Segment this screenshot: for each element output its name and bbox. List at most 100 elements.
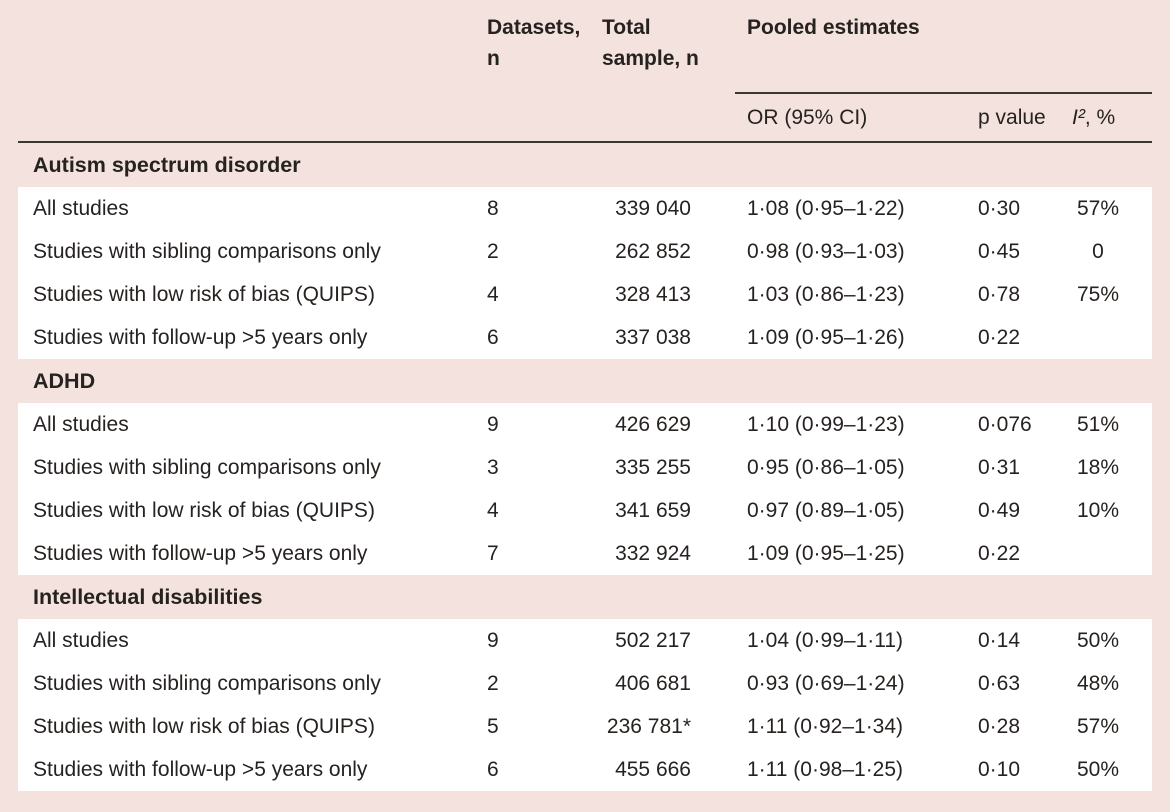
cell-total-sample: 262 852 xyxy=(615,240,691,263)
cell-total-sample: 328 413 xyxy=(615,283,691,306)
cell-p-value: 0·63 xyxy=(978,672,1021,695)
table-header: Datasets, n Total sample, n Pooled estim… xyxy=(18,0,1152,143)
cell-label: All studies xyxy=(33,629,129,652)
cell-i-squared: 57% xyxy=(1076,715,1120,738)
cell-datasets: 4 xyxy=(487,283,499,306)
cell-p-value: 0·28 xyxy=(978,715,1021,738)
cell-or-ci: 0·98 (0·93–1·03) xyxy=(747,240,905,263)
pooled-estimates-rule xyxy=(735,92,1152,94)
table-row: All studies 9 426 629 1·10 (0·99–1·23) 0… xyxy=(18,403,1152,446)
table-row: Studies with sibling comparisons only 3 … xyxy=(18,446,1152,489)
cell-label: Studies with follow-up >5 years only xyxy=(33,542,368,565)
table-row: Studies with low risk of bias (QUIPS) 4 … xyxy=(18,489,1152,532)
cell-label: Studies with low risk of bias (QUIPS) xyxy=(33,499,375,522)
cell-i-squared: 18% xyxy=(1076,456,1120,479)
cell-i-squared: 48% xyxy=(1076,672,1120,695)
cell-or-ci: 1·11 (0·92–1·34) xyxy=(747,715,904,738)
cell-or-ci: 1·03 (0·86–1·23) xyxy=(747,283,905,306)
cell-i-squared: 50% xyxy=(1076,758,1120,781)
table-row: Studies with sibling comparisons only 2 … xyxy=(18,230,1152,273)
cell-p-value: 0·30 xyxy=(978,197,1021,220)
cell-total-sample: 337 038 xyxy=(615,326,691,349)
cell-or-ci: 0·95 (0·86–1·05) xyxy=(747,456,905,479)
cell-datasets: 2 xyxy=(487,672,499,695)
cell-datasets: 6 xyxy=(487,758,499,781)
cell-total-sample: 502 217 xyxy=(615,629,691,652)
i-squared-symbol: I² xyxy=(1072,106,1085,129)
table-row: All studies 9 502 217 1·04 (0·99–1·11) 0… xyxy=(18,619,1152,662)
cell-or-ci: 0·93 (0·69–1·24) xyxy=(747,672,905,695)
cell-total-sample: 332 924 xyxy=(615,542,691,565)
cell-label: Studies with sibling comparisons only xyxy=(33,240,381,263)
table-row: Studies with follow-up >5 years only 6 4… xyxy=(18,748,1152,791)
cell-p-value: 0·22 xyxy=(978,326,1021,349)
cell-or-ci: 1·09 (0·95–1·26) xyxy=(747,326,905,349)
cell-label: All studies xyxy=(33,197,129,220)
cell-datasets: 9 xyxy=(487,629,499,652)
cell-i-squared: 51% xyxy=(1076,413,1120,436)
table-row: Studies with follow-up >5 years only 7 3… xyxy=(18,532,1152,575)
cell-total-sample: 426 629 xyxy=(615,413,691,436)
table-row: All studies 8 339 040 1·08 (0·95–1·22) 0… xyxy=(18,187,1152,230)
cell-datasets: 8 xyxy=(487,197,499,220)
cell-total-sample: 341 659 xyxy=(615,499,691,522)
cell-p-value: 0·31 xyxy=(978,456,1021,479)
cell-i-squared: 75% xyxy=(1076,283,1120,306)
column-header-pooled-estimates: Pooled estimates xyxy=(747,16,920,39)
cell-total-sample: 455 666 xyxy=(615,758,691,781)
cell-i-squared: 57% xyxy=(1076,197,1120,220)
cell-label: Studies with low risk of bias (QUIPS) xyxy=(33,715,375,738)
cell-i-squared xyxy=(1018,532,1152,575)
column-header-total-sample: Total sample, n xyxy=(602,16,699,70)
cell-p-value: 0·14 xyxy=(978,629,1021,652)
cell-label: Studies with low risk of bias (QUIPS) xyxy=(33,283,375,306)
cell-label: All studies xyxy=(33,413,129,436)
cell-p-value: 0·45 xyxy=(978,240,1021,263)
i-squared-unit: , % xyxy=(1084,106,1116,129)
cell-or-ci: 1·11 (0·98–1·25) xyxy=(747,758,904,781)
table-row: Studies with sibling comparisons only 2 … xyxy=(18,662,1152,705)
cell-total-sample: 236 781* xyxy=(606,715,691,738)
cell-p-value: 0·49 xyxy=(978,499,1021,522)
cell-p-value: 0·10 xyxy=(978,758,1021,781)
cell-p-value: 0·22 xyxy=(978,542,1021,565)
cell-or-ci: 1·10 (0·99–1·23) xyxy=(747,413,905,436)
section-title-autism: Autism spectrum disorder xyxy=(33,153,301,177)
cell-total-sample: 406 681 xyxy=(615,672,691,695)
section-rows-autism: All studies 8 339 040 1·08 (0·95–1·22) 0… xyxy=(18,187,1152,359)
cell-datasets: 7 xyxy=(487,542,499,565)
table-row: Studies with low risk of bias (QUIPS) 5 … xyxy=(18,705,1152,748)
cell-datasets: 2 xyxy=(487,240,499,263)
cell-label: Studies with sibling comparisons only xyxy=(33,456,381,479)
table-row: Studies with follow-up >5 years only 6 3… xyxy=(18,316,1152,359)
cell-total-sample: 335 255 xyxy=(615,456,691,479)
cell-label: Studies with follow-up >5 years only xyxy=(33,758,368,781)
cell-or-ci: 0·97 (0·89–1·05) xyxy=(747,499,905,522)
cell-i-squared: 0 xyxy=(1092,240,1104,263)
cell-or-ci: 1·09 (0·95–1·25) xyxy=(747,542,905,565)
section-rows-intellectual-disabilities: All studies 9 502 217 1·04 (0·99–1·11) 0… xyxy=(18,619,1152,791)
cell-i-squared: 10% xyxy=(1076,499,1120,522)
cell-i-squared: 50% xyxy=(1076,629,1120,652)
column-header-or-ci: OR (95% CI) xyxy=(747,106,868,129)
section-title-intellectual-disabilities: Intellectual disabilities xyxy=(33,585,263,609)
cell-datasets: 5 xyxy=(487,715,499,738)
cell-datasets: 9 xyxy=(487,413,499,436)
cell-p-value: 0·78 xyxy=(978,283,1021,306)
column-header-datasets: Datasets, n xyxy=(487,16,581,70)
cell-total-sample: 339 040 xyxy=(615,197,691,220)
cell-datasets: 3 xyxy=(487,456,499,479)
cell-datasets: 4 xyxy=(487,499,499,522)
cell-label: Studies with sibling comparisons only xyxy=(33,672,381,695)
column-header-p-value: p value xyxy=(978,106,1046,129)
cell-or-ci: 1·08 (0·95–1·22) xyxy=(747,197,905,220)
cell-p-value: 0·076 xyxy=(978,413,1032,436)
cell-or-ci: 1·04 (0·99–1·11) xyxy=(747,629,904,652)
pooled-estimates-table: Datasets, n Total sample, n Pooled estim… xyxy=(18,0,1152,791)
cell-i-squared xyxy=(1018,316,1152,359)
cell-label: Studies with follow-up >5 years only xyxy=(33,326,368,349)
section-title-adhd: ADHD xyxy=(33,369,96,393)
column-header-i-squared: I², % xyxy=(1072,104,1144,132)
table-row: Studies with low risk of bias (QUIPS) 4 … xyxy=(18,273,1152,316)
